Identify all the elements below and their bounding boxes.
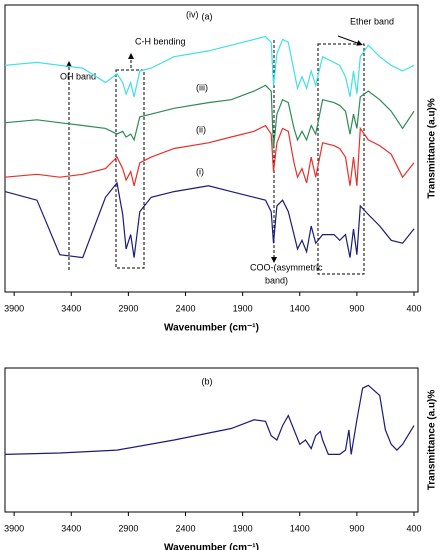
x-tick-label: 1400 xyxy=(290,523,310,533)
x-tick-label: 2900 xyxy=(118,523,138,533)
x-tick-label: 2400 xyxy=(175,303,195,313)
series-line xyxy=(4,181,415,259)
y-axis-label: Transmittance (a.u)% xyxy=(427,390,438,491)
x-tick-label: 1900 xyxy=(233,523,253,533)
y-axis-label: Transmittance (a.u)% xyxy=(427,98,438,199)
annotation: band) xyxy=(265,275,288,285)
annotation: C-H bending xyxy=(135,36,186,46)
series-line xyxy=(4,35,415,97)
x-tick-label: 900 xyxy=(349,523,364,533)
x-tick-label: 3900 xyxy=(4,303,24,313)
x-axis-label: Wavenumber (cm⁻¹) xyxy=(164,323,259,334)
series-line xyxy=(4,124,415,186)
annotation: Ether band xyxy=(350,16,394,26)
series-label: (ii) xyxy=(196,124,206,134)
chart-title: (a) xyxy=(202,11,213,21)
series-line xyxy=(4,84,415,149)
x-tick-label: 2900 xyxy=(118,303,138,313)
x-tick-label: 400 xyxy=(406,523,421,533)
ether-box xyxy=(317,43,365,275)
plot-frame-b xyxy=(4,367,419,513)
x-tick-label: 1400 xyxy=(290,303,310,313)
annotation: OH band xyxy=(60,71,96,81)
plot-frame-a xyxy=(4,4,419,293)
x-tick-label: 3400 xyxy=(61,523,81,533)
ch-box xyxy=(115,69,145,269)
series-label: (iii) xyxy=(196,82,208,92)
annotation: COO-(asymmetric xyxy=(250,262,323,272)
x-tick-label: 900 xyxy=(349,303,364,313)
x-tick-label: 3400 xyxy=(61,303,81,313)
series-label: (i) xyxy=(196,166,204,176)
x-tick-label: 2400 xyxy=(175,523,195,533)
x-tick-label: 400 xyxy=(406,303,421,313)
series-label: (iv) xyxy=(186,9,199,19)
ether-arrow xyxy=(337,35,363,46)
chart-title: (b) xyxy=(202,376,213,386)
x-axis-label: Wavenumber (cm⁻¹) xyxy=(164,543,259,550)
x-tick-label: 3900 xyxy=(4,523,24,533)
series-line xyxy=(4,384,415,455)
x-tick-label: 1900 xyxy=(233,303,253,313)
